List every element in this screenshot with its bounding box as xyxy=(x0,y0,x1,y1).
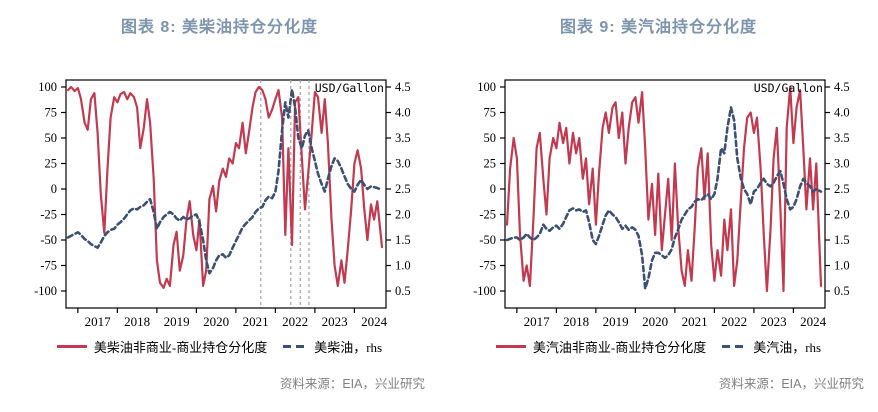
svg-text:1.5: 1.5 xyxy=(834,233,850,247)
svg-text:1.5: 1.5 xyxy=(395,233,411,247)
svg-text:-50: -50 xyxy=(479,233,496,247)
svg-text:4.0: 4.0 xyxy=(395,106,411,120)
svg-text:4.0: 4.0 xyxy=(834,106,850,120)
solid-line-swatch xyxy=(495,344,526,348)
svg-text:75: 75 xyxy=(45,106,58,120)
svg-text:100: 100 xyxy=(38,80,57,94)
svg-text:25: 25 xyxy=(45,157,58,171)
legend-label: 美柴油非商业-商业持仓分化度 xyxy=(93,339,268,355)
svg-text:4.5: 4.5 xyxy=(395,80,411,94)
svg-text:50: 50 xyxy=(45,131,58,145)
svg-text:0.5: 0.5 xyxy=(395,284,411,298)
legend-item-price: 美柴油，rhs xyxy=(283,337,382,356)
svg-text:2021: 2021 xyxy=(682,314,708,329)
svg-text:3.0: 3.0 xyxy=(834,157,850,171)
svg-text:75: 75 xyxy=(484,106,497,120)
svg-text:3.0: 3.0 xyxy=(395,157,411,171)
legend-label: 美柴油，rhs xyxy=(314,339,383,355)
svg-text:-50: -50 xyxy=(40,233,57,247)
svg-text:100: 100 xyxy=(477,80,496,94)
svg-text:2024: 2024 xyxy=(800,314,827,329)
svg-text:2.0: 2.0 xyxy=(395,208,411,222)
svg-text:2.0: 2.0 xyxy=(834,208,850,222)
svg-text:4.5: 4.5 xyxy=(834,80,850,94)
svg-text:-100: -100 xyxy=(473,284,496,298)
legend-item-price: 美汽油，rhs xyxy=(722,337,821,356)
diesel-chart-canvas: 100 75 50 25 0 -25 -50 -75 -100 4.5 4.0 3.5 3.0 2.5 2.… xyxy=(34,79,411,329)
chart-panel-diesel: 图表 8: 美柴油持仓分化度 100 75 50 25 0 -25 -50 -75 -100 4.… xyxy=(0,19,439,391)
svg-text:1.0: 1.0 xyxy=(834,259,850,273)
svg-text:2023: 2023 xyxy=(322,314,348,329)
svg-text:1.0: 1.0 xyxy=(395,259,411,273)
svg-text:2019: 2019 xyxy=(603,314,629,329)
legend-item-divergence: 美汽油非商业-商业持仓分化度 xyxy=(495,337,707,356)
svg-text:3.5: 3.5 xyxy=(395,131,411,145)
svg-text:2022: 2022 xyxy=(282,314,308,329)
svg-text:2.5: 2.5 xyxy=(834,182,850,196)
svg-text:2021: 2021 xyxy=(243,314,269,329)
svg-text:2020: 2020 xyxy=(203,314,229,329)
svg-text:-75: -75 xyxy=(40,259,57,273)
gasoline-chart-canvas: 100 75 50 25 0 -25 -50 -75 -100 4.5 4.0 3.5 3.0 2.5 2.… xyxy=(473,79,850,329)
svg-text:2018: 2018 xyxy=(563,314,589,329)
svg-text:0: 0 xyxy=(490,182,496,196)
svg-text:2024: 2024 xyxy=(361,314,388,329)
legend-diesel: 美柴油非商业-商业持仓分化度 美柴油，rhs xyxy=(0,336,439,356)
svg-text:0: 0 xyxy=(51,182,57,196)
dashed-line-swatch xyxy=(283,344,308,348)
chart-panel-gasoline: 图表 9: 美汽油持仓分化度 100 75 50 25 0 -25 -50 -75 -100 4.… xyxy=(439,0,878,412)
svg-text:50: 50 xyxy=(484,131,497,145)
svg-text:2.5: 2.5 xyxy=(395,182,411,196)
legend-label: 美汽油非商业-商业持仓分化度 xyxy=(532,339,707,355)
svg-text:0.5: 0.5 xyxy=(834,284,850,298)
svg-text:3.5: 3.5 xyxy=(834,131,850,145)
svg-text:2019: 2019 xyxy=(164,314,190,329)
svg-text:2023: 2023 xyxy=(761,314,787,329)
panel-title-gasoline: 图表 9: 美汽油持仓分化度 xyxy=(559,19,758,36)
svg-text:-100: -100 xyxy=(34,284,57,298)
dashed-line-swatch xyxy=(722,344,747,348)
svg-text:USD/Gallon: USD/Gallon xyxy=(754,81,823,95)
panel-title-diesel: 图表 8: 美柴油持仓分化度 xyxy=(120,19,319,36)
svg-text:2018: 2018 xyxy=(124,314,150,329)
svg-text:2020: 2020 xyxy=(642,314,668,329)
solid-line-swatch xyxy=(56,344,87,348)
legend-gasoline: 美汽油非商业-商业持仓分化度 美汽油，rhs xyxy=(439,336,878,356)
svg-text:2017: 2017 xyxy=(524,314,551,329)
source-note-diesel: 资料来源：EIA，兴业研究 xyxy=(279,377,425,391)
legend-label: 美汽油，rhs xyxy=(753,339,822,355)
svg-text:-75: -75 xyxy=(479,259,496,273)
svg-text:2017: 2017 xyxy=(85,314,112,329)
legend-item-divergence: 美柴油非商业-商业持仓分化度 xyxy=(56,337,268,356)
svg-text:25: 25 xyxy=(484,157,497,171)
svg-text:-25: -25 xyxy=(479,208,496,222)
svg-text:2022: 2022 xyxy=(721,314,747,329)
svg-text:-25: -25 xyxy=(40,208,57,222)
svg-text:USD/Gallon: USD/Gallon xyxy=(315,81,384,95)
source-note-gasoline: 资料来源：EIA，兴业研究 xyxy=(718,377,864,391)
